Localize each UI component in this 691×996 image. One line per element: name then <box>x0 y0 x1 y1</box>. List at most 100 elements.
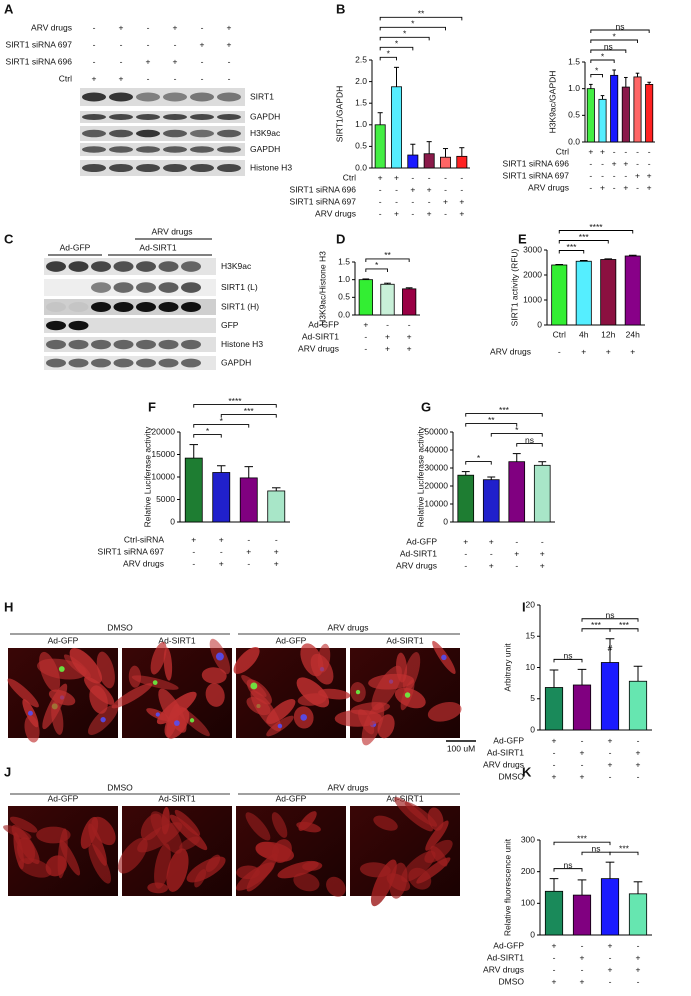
cell <box>373 815 398 831</box>
condition-mark: - <box>609 771 612 781</box>
band-label: GAPDH <box>221 357 251 367</box>
significance-label: * <box>515 425 519 435</box>
band-label: H3K9ac <box>250 128 281 138</box>
bar <box>456 155 468 169</box>
condition-label: ARV drugs <box>123 558 164 568</box>
condition-mark: - <box>201 22 204 32</box>
condition-mark: + <box>394 172 399 182</box>
condition-mark: - <box>464 560 467 570</box>
y-tick-label: 0 <box>530 724 535 734</box>
condition-label: SIRT1 siRNA 697 <box>503 170 570 180</box>
cell <box>88 823 107 866</box>
condition-label: Ctrl <box>556 146 569 156</box>
bar <box>358 279 373 316</box>
nucleus <box>189 718 195 723</box>
condition-mark: - <box>93 39 96 49</box>
blot-band <box>158 358 179 368</box>
condition-mark: + <box>580 952 585 962</box>
cell <box>293 872 320 892</box>
significance-label: * <box>395 39 399 49</box>
group-label: Ad-SIRT1 <box>139 242 176 252</box>
blot-band <box>158 261 179 272</box>
condition-mark: + <box>146 56 151 66</box>
panel-letter: I <box>522 599 526 614</box>
group-label: DMSO <box>107 782 133 792</box>
significance-label: ns <box>525 435 534 445</box>
cell <box>163 647 173 681</box>
condition-label: ARV drugs <box>396 560 437 570</box>
y-axis-label: Relative Luciferase activity <box>142 426 152 527</box>
significance-bracket <box>465 423 518 427</box>
y-tick-label: 1.5 <box>338 256 350 266</box>
panel-letter: F <box>148 399 156 414</box>
condition-mark: + <box>410 184 415 194</box>
condition-mark: - <box>648 158 651 168</box>
condition-mark: - <box>228 56 231 66</box>
condition-mark: - <box>553 964 556 974</box>
cell <box>111 683 153 709</box>
cell <box>137 822 183 853</box>
cell <box>271 812 288 838</box>
significance-label: ** <box>384 250 391 260</box>
condition-label: ARV drugs <box>483 964 524 974</box>
condition-label: Ad-SIRT1 <box>487 952 524 962</box>
band-label: Histone H3 <box>250 162 292 172</box>
condition-mark: - <box>247 534 250 544</box>
bar <box>600 259 617 326</box>
blot-band <box>163 164 187 172</box>
nucleus <box>355 689 361 695</box>
panel-letter: C <box>4 231 14 246</box>
blot-band <box>109 92 133 102</box>
condition-label: ARV drugs <box>315 208 356 218</box>
band-label: Histone H3 <box>221 339 263 349</box>
blot-band <box>91 282 111 293</box>
y-tick-label: 300 <box>521 834 535 844</box>
significance-label: ns <box>604 41 613 51</box>
cell <box>255 841 280 858</box>
y-tick-label: 100 <box>521 898 535 908</box>
significance-label: * <box>613 31 617 41</box>
bar <box>624 255 641 326</box>
condition-mark: - <box>379 208 382 218</box>
condition-mark: - <box>624 146 627 156</box>
y-tick-label: 40000 <box>424 444 448 454</box>
blot-band <box>82 164 106 172</box>
cell <box>359 862 391 878</box>
condition-mark: + <box>92 73 97 83</box>
condition-mark: + <box>635 170 640 180</box>
y-tick-label: 2.5 <box>355 54 367 64</box>
condition-mark: - <box>636 146 639 156</box>
blot-band <box>46 302 66 312</box>
y-tick-label: 15000 <box>151 449 175 459</box>
condition-label: SIRT1 siRNA 696 <box>503 158 570 168</box>
significance-bracket <box>465 413 543 417</box>
panel-letter: H <box>4 599 13 614</box>
significance-label: **** <box>589 222 603 232</box>
significance-label: ns <box>564 651 573 661</box>
significance-bracket <box>590 29 650 33</box>
condition-mark: + <box>636 964 641 974</box>
panel-letter: A <box>4 1 14 16</box>
condition-mark: + <box>191 534 196 544</box>
significance-label: *** <box>244 406 255 416</box>
condition-mark: - <box>553 759 556 769</box>
blot-band <box>82 146 106 153</box>
nucleus <box>155 712 161 717</box>
condition-mark: - <box>609 952 612 962</box>
blot-strip <box>44 318 216 333</box>
y-tick-label: 1.0 <box>338 274 350 284</box>
condition-mark: - <box>624 170 627 180</box>
bar <box>184 457 203 523</box>
bar <box>600 878 620 936</box>
significance-bracket <box>609 851 639 856</box>
significance-bracket <box>465 461 492 465</box>
group-label: DMSO <box>107 622 133 632</box>
condition-mark: + <box>612 158 617 168</box>
y-tick-label: 10 <box>526 662 536 672</box>
image-label: Ad-GFP <box>48 635 79 645</box>
y-tick-label: 50000 <box>424 426 448 436</box>
blot-band <box>68 261 89 272</box>
cell <box>205 683 225 707</box>
